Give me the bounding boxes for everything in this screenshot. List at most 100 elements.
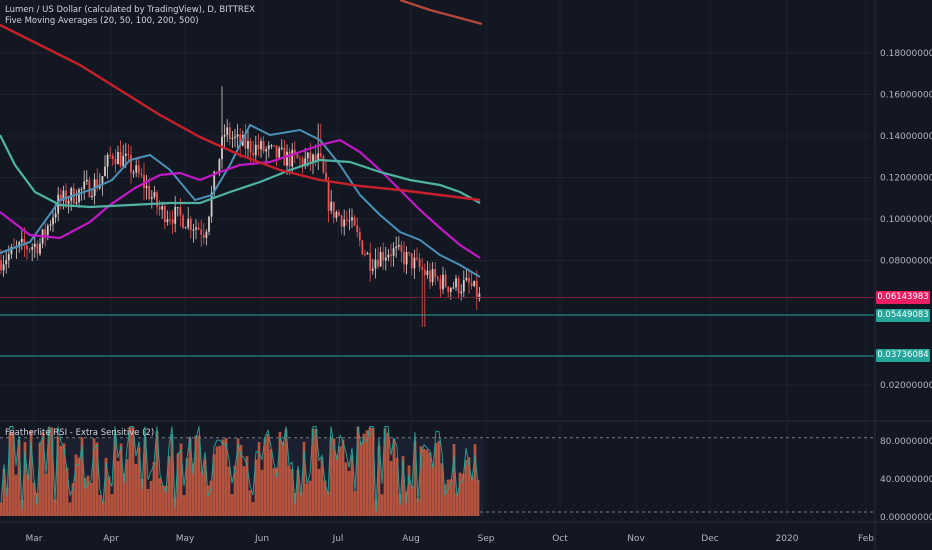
rsi-bar	[320, 457, 324, 516]
rsi-bar	[233, 465, 237, 516]
candle-body	[366, 253, 369, 255]
time-tick-label: May	[176, 534, 195, 544]
candle-body	[421, 267, 424, 270]
candle-body	[124, 153, 127, 156]
candle-body	[39, 243, 41, 254]
candle-body	[301, 158, 304, 167]
candle-body	[119, 151, 122, 167]
rsi-bar	[389, 461, 393, 516]
rsi-indicator	[0, 426, 874, 516]
candle-body	[325, 172, 327, 181]
candle-body	[314, 154, 317, 161]
candle-body	[387, 254, 390, 258]
rsi-bar	[305, 483, 309, 516]
rsi-legend[interactable]: Featherlite RSI - Extra Sensitive (2)	[5, 428, 155, 438]
rsi-bar	[146, 489, 150, 516]
candle-body	[231, 138, 234, 140]
candle-body	[96, 179, 99, 189]
rsi-bar	[416, 498, 420, 516]
candle-body	[468, 277, 470, 283]
rsi-bar	[467, 457, 471, 516]
candle-body	[475, 280, 478, 299]
rsi-bar	[191, 463, 195, 516]
rsi-bar	[86, 475, 90, 516]
candle-body	[332, 201, 335, 218]
rsi-bar	[473, 444, 477, 516]
rsi-bar	[476, 479, 480, 516]
rsi-bar	[365, 430, 369, 516]
time-tick-label: Mar	[26, 534, 43, 544]
candle-body	[192, 229, 195, 231]
candle-body	[356, 225, 359, 232]
rsi-bar	[323, 480, 327, 516]
rsi-bar	[275, 467, 279, 516]
candle-body	[46, 225, 49, 236]
rsi-bar	[224, 437, 228, 516]
price-tick-label: 0.14000000	[880, 132, 932, 142]
rsi-bar	[80, 437, 84, 516]
rsi-bar	[392, 439, 396, 516]
rsi-bar	[464, 459, 468, 516]
candle-body	[351, 217, 353, 221]
candle-body	[299, 158, 301, 160]
rsi-bar	[182, 494, 186, 516]
candle-body	[371, 268, 374, 271]
candle-body	[0, 260, 2, 271]
indicator-legend[interactable]: Five Moving Averages (20, 50, 100, 200, …	[5, 16, 199, 26]
rsi-bar	[140, 479, 144, 516]
rsi-bar	[317, 468, 321, 516]
rsi-bar	[239, 444, 243, 516]
rsi-bar	[332, 438, 336, 516]
candle-body	[275, 145, 278, 158]
symbol-title[interactable]: Lumen / US Dollar (calculated by Trading…	[5, 5, 256, 15]
rsi-bar	[344, 462, 348, 516]
rsi-bar	[197, 435, 201, 516]
candle-body	[20, 238, 23, 243]
candle-body	[2, 264, 5, 271]
candle-body	[382, 252, 385, 261]
rsi-bar	[290, 468, 294, 516]
rsi-bar	[38, 442, 42, 516]
candle-body	[288, 151, 291, 167]
candle-body	[223, 134, 226, 137]
rsi-bar	[62, 443, 66, 516]
candlesticks	[0, 86, 481, 327]
rsi-bar	[11, 432, 15, 516]
candle-body	[158, 206, 161, 210]
rsi-bar	[449, 479, 453, 516]
rsi-bar	[338, 446, 342, 516]
rsi-bar	[260, 469, 264, 516]
rsi-bar	[410, 485, 414, 516]
candle-body	[234, 136, 236, 139]
candle-body	[358, 231, 361, 241]
rsi-bar	[299, 491, 303, 516]
rsi-bar	[446, 479, 450, 516]
candle-body	[239, 134, 242, 146]
rsi-bar	[272, 468, 276, 516]
rsi-bar	[329, 436, 333, 516]
rsi-bar	[326, 491, 330, 516]
rsi-bar	[194, 435, 198, 516]
candle-body	[361, 240, 364, 255]
candle-body	[49, 224, 52, 226]
candle-body	[80, 188, 83, 190]
ma100-line	[0, 134, 481, 209]
candle-body	[416, 257, 418, 259]
candle-body	[114, 158, 117, 165]
candle-body	[465, 277, 468, 281]
rsi-bar	[341, 439, 345, 516]
candle-body	[26, 245, 28, 250]
candle-body	[369, 253, 372, 271]
candle-body	[265, 149, 268, 152]
rsi-bar	[167, 456, 171, 516]
candle-body	[117, 151, 119, 165]
rsi-bar	[269, 449, 273, 516]
candle-body	[260, 141, 262, 150]
rsi-bar	[92, 438, 96, 516]
rsi-bar	[371, 427, 375, 516]
rsi-bar	[248, 490, 252, 516]
candle-body	[262, 141, 265, 152]
candle-body	[400, 244, 403, 252]
